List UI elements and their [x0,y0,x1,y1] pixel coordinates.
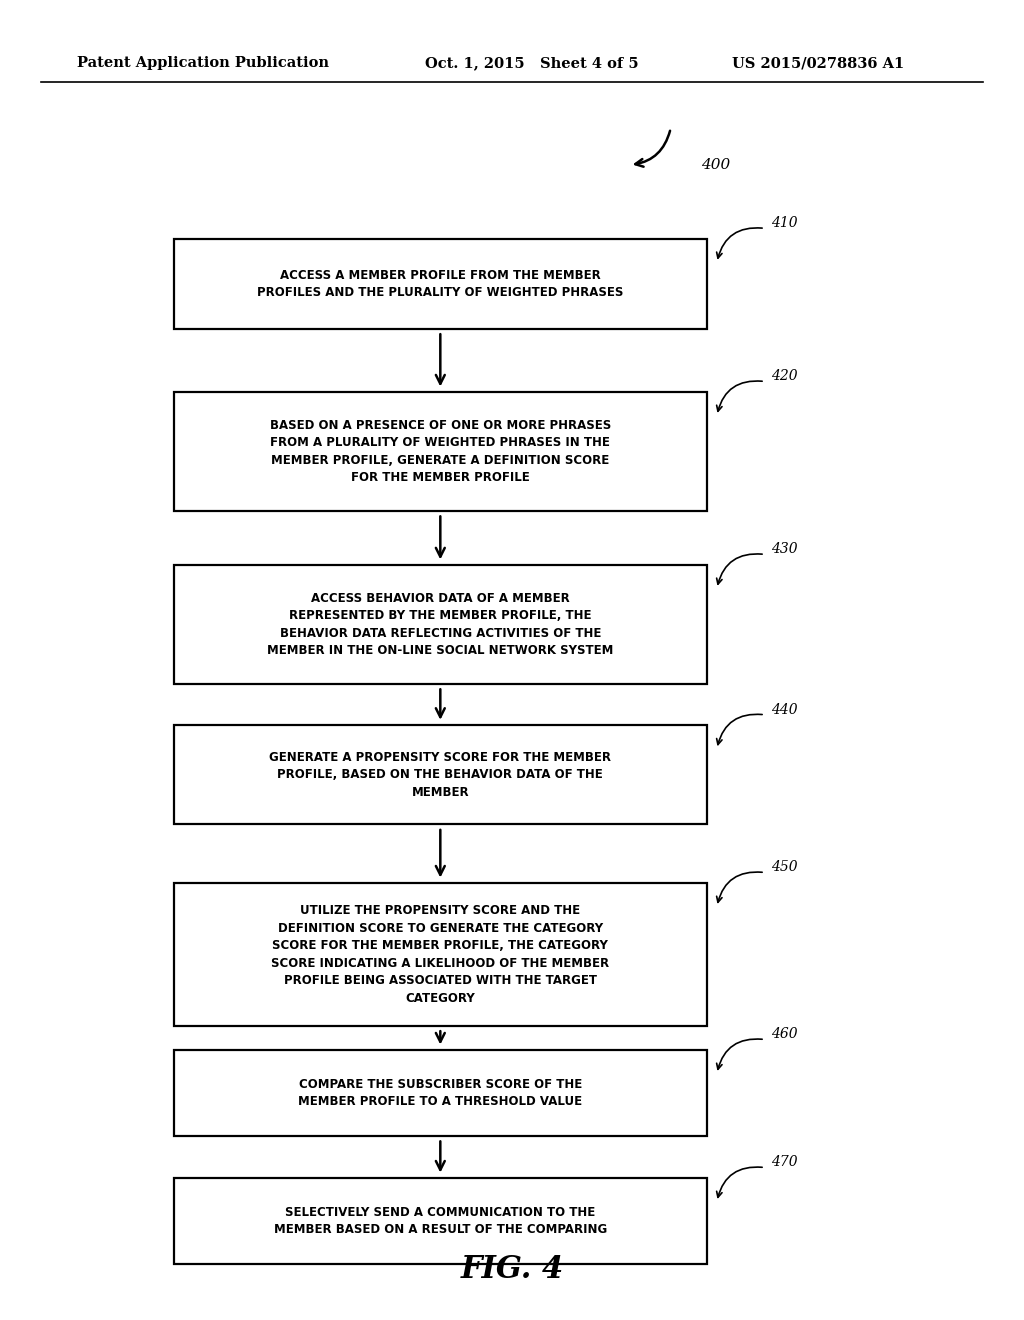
Text: GENERATE A PROPENSITY SCORE FOR THE MEMBER
PROFILE, BASED ON THE BEHAVIOR DATA O: GENERATE A PROPENSITY SCORE FOR THE MEMB… [269,751,611,799]
Text: US 2015/0278836 A1: US 2015/0278836 A1 [732,57,904,70]
Text: 430: 430 [771,543,798,556]
FancyBboxPatch shape [174,726,707,824]
FancyBboxPatch shape [174,392,707,511]
Text: ACCESS BEHAVIOR DATA OF A MEMBER
REPRESENTED BY THE MEMBER PROFILE, THE
BEHAVIOR: ACCESS BEHAVIOR DATA OF A MEMBER REPRESE… [267,591,613,657]
Text: BASED ON A PRESENCE OF ONE OR MORE PHRASES
FROM A PLURALITY OF WEIGHTED PHRASES : BASED ON A PRESENCE OF ONE OR MORE PHRAS… [269,418,611,484]
Text: Oct. 1, 2015   Sheet 4 of 5: Oct. 1, 2015 Sheet 4 of 5 [425,57,639,70]
Text: FIG. 4: FIG. 4 [461,1254,563,1286]
Text: Patent Application Publication: Patent Application Publication [77,57,329,70]
Text: 460: 460 [771,1027,798,1041]
Text: 450: 450 [771,861,798,874]
Text: SELECTIVELY SEND A COMMUNICATION TO THE
MEMBER BASED ON A RESULT OF THE COMPARIN: SELECTIVELY SEND A COMMUNICATION TO THE … [273,1205,607,1237]
FancyBboxPatch shape [174,1051,707,1135]
Text: COMPARE THE SUBSCRIBER SCORE OF THE
MEMBER PROFILE TO A THRESHOLD VALUE: COMPARE THE SUBSCRIBER SCORE OF THE MEMB… [298,1077,583,1109]
FancyBboxPatch shape [174,565,707,684]
FancyBboxPatch shape [174,239,707,329]
FancyBboxPatch shape [174,1177,707,1265]
Text: UTILIZE THE PROPENSITY SCORE AND THE
DEFINITION SCORE TO GENERATE THE CATEGORY
S: UTILIZE THE PROPENSITY SCORE AND THE DEF… [271,904,609,1005]
Text: 420: 420 [771,370,798,383]
Text: 400: 400 [701,158,731,172]
Text: 470: 470 [771,1155,798,1170]
Text: 440: 440 [771,702,798,717]
Text: ACCESS A MEMBER PROFILE FROM THE MEMBER
PROFILES AND THE PLURALITY OF WEIGHTED P: ACCESS A MEMBER PROFILE FROM THE MEMBER … [257,268,624,300]
Text: 410: 410 [771,216,798,230]
FancyBboxPatch shape [174,883,707,1026]
